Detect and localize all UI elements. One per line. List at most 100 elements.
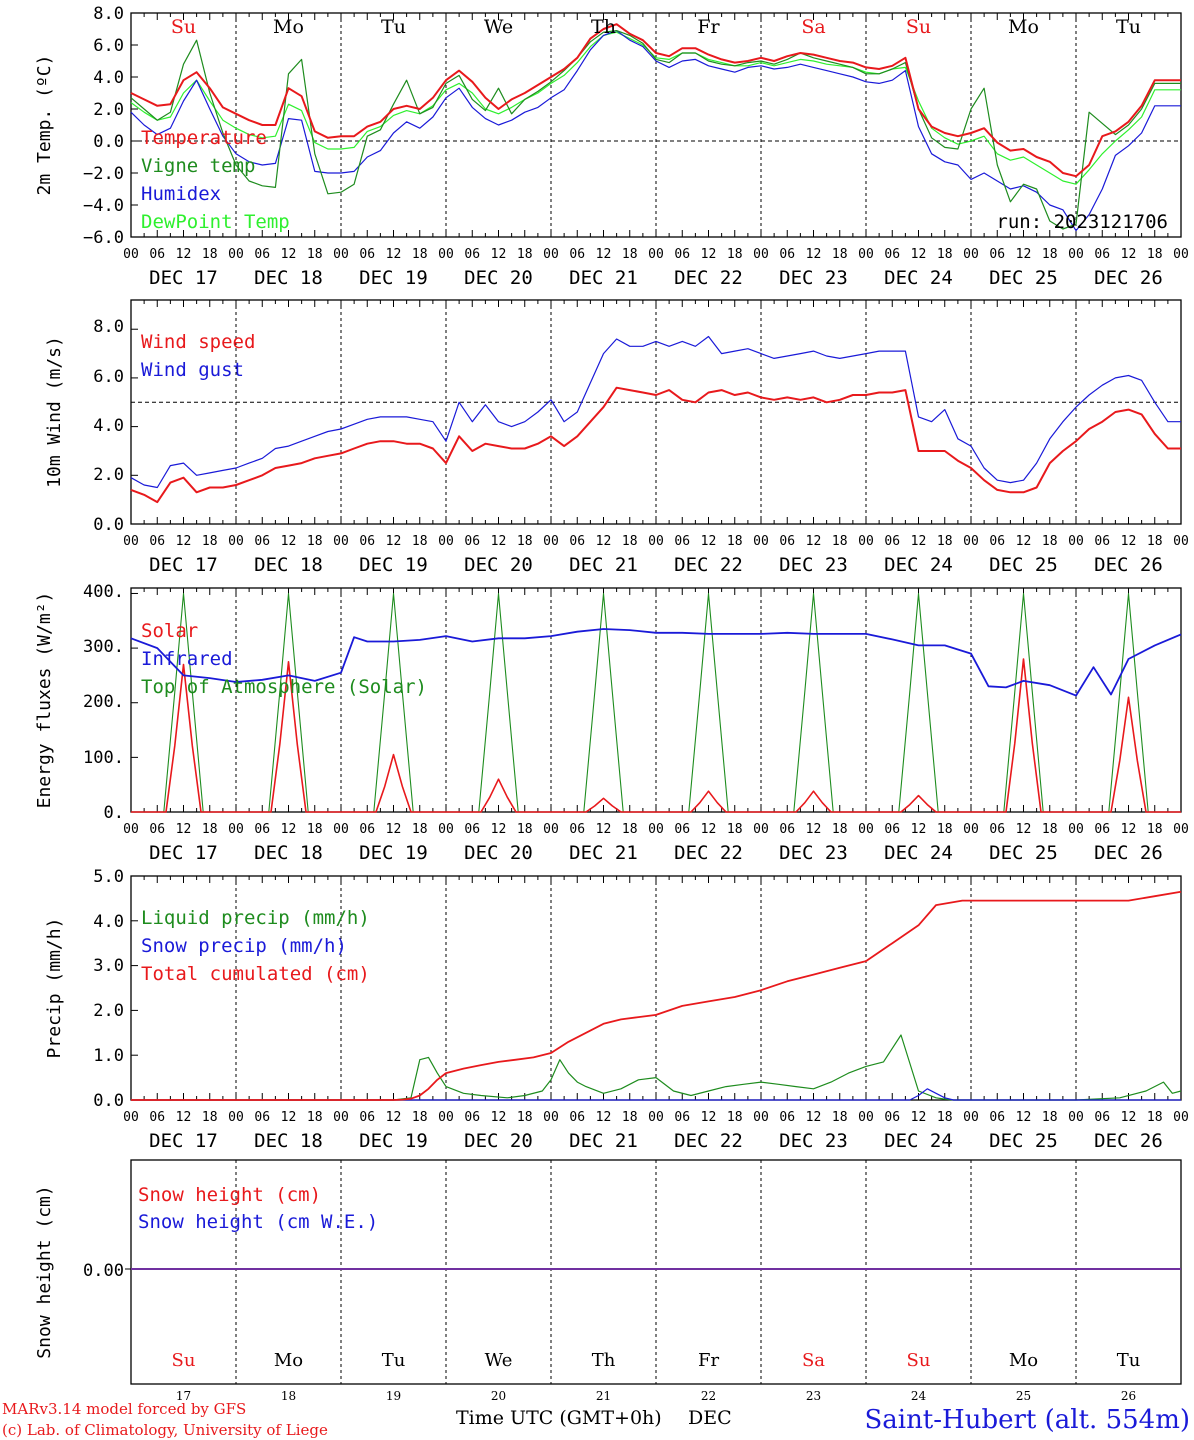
hour-tick-label: 00 — [1173, 534, 1189, 549]
legend-infrared: Infrared — [141, 648, 233, 670]
hour-tick-label: 00 — [333, 247, 349, 262]
hour-tick-label: 00 — [648, 247, 664, 262]
hour-tick-label: 00 — [1068, 247, 1084, 262]
hour-tick-label: 00 — [1068, 822, 1084, 837]
hour-tick-label: 06 — [254, 822, 270, 837]
temperature-line — [130, 23, 1181, 178]
hour-tick-label: 00 — [543, 822, 559, 837]
weekday-label: Mo — [1009, 1350, 1038, 1371]
legend-temperature: Temperature — [141, 127, 267, 149]
weekday-label: Su — [171, 16, 196, 38]
infrared-line — [130, 628, 1182, 697]
hour-tick-label: 12 — [176, 247, 192, 262]
weekday-label: Tu — [382, 1350, 406, 1371]
hour-tick-label: 18 — [1147, 822, 1163, 837]
station-name: Saint-Hubert (alt. 554m) — [864, 1405, 1190, 1435]
weekday-label: Mo — [273, 16, 304, 38]
wind-ytick-label: 2.0 — [93, 465, 124, 485]
legend-solar: Solar — [141, 620, 198, 642]
date-label: DEC 19 — [359, 1130, 428, 1152]
hour-tick-label: 00 — [228, 247, 244, 262]
hour-tick-label: 12 — [1016, 534, 1032, 549]
hour-tick-label: 06 — [779, 822, 795, 837]
hour-tick-label: 18 — [412, 1110, 428, 1125]
weekday-label: Su — [906, 16, 931, 38]
date-label: DEC 21 — [569, 842, 638, 864]
hour-tick-label: 18 — [622, 1110, 638, 1125]
hour-tick-label: 00 — [438, 247, 454, 262]
hour-tick-label: 12 — [491, 822, 507, 837]
hour-tick-label: 06 — [884, 1110, 900, 1125]
precip-ytick-label: 0.0 — [93, 1091, 124, 1111]
date-label: DEC 24 — [884, 267, 953, 289]
hour-tick-label: 12 — [911, 534, 927, 549]
weekday-label: Tu — [1117, 1350, 1141, 1371]
energy-ylabel: Energy fluxes (W/m²) — [34, 592, 55, 809]
date-label: DEC 26 — [1094, 1130, 1163, 1152]
date-label: DEC 23 — [779, 267, 848, 289]
snow-ytick-label: 0.00 — [83, 1261, 124, 1281]
temp-ytick-label: 6.0 — [93, 36, 124, 56]
weekday-label: We — [485, 1350, 513, 1371]
hour-tick-label: 18 — [412, 822, 428, 837]
energy-ytick-label: 100. — [83, 748, 124, 768]
hour-tick-label: 06 — [989, 534, 1005, 549]
solar-line — [131, 658, 1181, 813]
weekday-label: Th — [591, 16, 616, 38]
hour-tick-label: 12 — [701, 822, 717, 837]
hour-tick-label: 12 — [911, 822, 927, 837]
hour-tick-label: 18 — [937, 822, 953, 837]
hour-tick-label: 12 — [1121, 1110, 1137, 1125]
hour-tick-label: 12 — [281, 1110, 297, 1125]
temperature-ylabel: 2m Temp. (ºC) — [34, 55, 55, 196]
temp-ytick-label: −4.0 — [83, 196, 124, 216]
hour-tick-label: 18 — [202, 1110, 218, 1125]
hour-tick-label: 12 — [806, 1110, 822, 1125]
panel-energy-frame — [130, 587, 1182, 813]
date-label: DEC 22 — [674, 554, 743, 576]
energy-ytick-label: 300. — [83, 637, 124, 657]
legend-wind-gust: Wind gust — [141, 359, 244, 381]
hour-tick-label: 12 — [281, 822, 297, 837]
hour-tick-label: 06 — [884, 822, 900, 837]
hour-tick-label: 12 — [491, 534, 507, 549]
hour-tick-label: 00 — [648, 822, 664, 837]
hour-tick-label: 00 — [438, 822, 454, 837]
hour-tick-label: 18 — [727, 534, 743, 549]
day-number-label: 18 — [281, 1389, 296, 1403]
hour-tick-label: 06 — [674, 1110, 690, 1125]
hour-tick-label: 18 — [622, 247, 638, 262]
hour-tick-label: 18 — [832, 534, 848, 549]
hour-tick-label: 18 — [937, 1110, 953, 1125]
hour-tick-label: 12 — [1121, 247, 1137, 262]
hour-tick-label: 18 — [727, 1110, 743, 1125]
hour-tick-label: 12 — [281, 247, 297, 262]
month-label: DEC — [688, 1407, 732, 1429]
hour-tick-label: 06 — [779, 1110, 795, 1125]
hour-tick-label: 18 — [1042, 534, 1058, 549]
hour-tick-label: 06 — [1094, 247, 1110, 262]
hour-tick-label: 18 — [832, 822, 848, 837]
hour-tick-label: 00 — [858, 534, 874, 549]
legend-snow-height-we: Snow height (cm W.E.) — [138, 1211, 378, 1233]
day-number-label: 22 — [701, 1389, 716, 1403]
hour-tick-label: 00 — [1173, 1110, 1189, 1125]
hour-tick-label: 06 — [464, 1110, 480, 1125]
hour-tick-label: 18 — [412, 534, 428, 549]
hour-tick-label: 06 — [149, 1110, 165, 1125]
precip-ytick-label: 2.0 — [93, 1001, 124, 1021]
hour-tick-label: 06 — [254, 1110, 270, 1125]
hour-tick-label: 00 — [228, 534, 244, 549]
hour-tick-label: 06 — [464, 822, 480, 837]
hour-tick-label: 12 — [491, 247, 507, 262]
hour-tick-label: 12 — [596, 247, 612, 262]
hour-tick-label: 06 — [149, 822, 165, 837]
wind-ylabel: 10m Wind (m/s) — [44, 336, 65, 488]
precip-ylabel: Precip (mm/h) — [44, 918, 65, 1059]
temp-ytick-label: 2.0 — [93, 100, 124, 120]
legend-liquid-precip: Liquid precip (mm/h) — [141, 907, 370, 929]
hour-tick-label: 12 — [1016, 247, 1032, 262]
energy-ytick-label: 200. — [83, 692, 124, 712]
hour-tick-label: 06 — [674, 822, 690, 837]
hour-tick-label: 06 — [884, 534, 900, 549]
